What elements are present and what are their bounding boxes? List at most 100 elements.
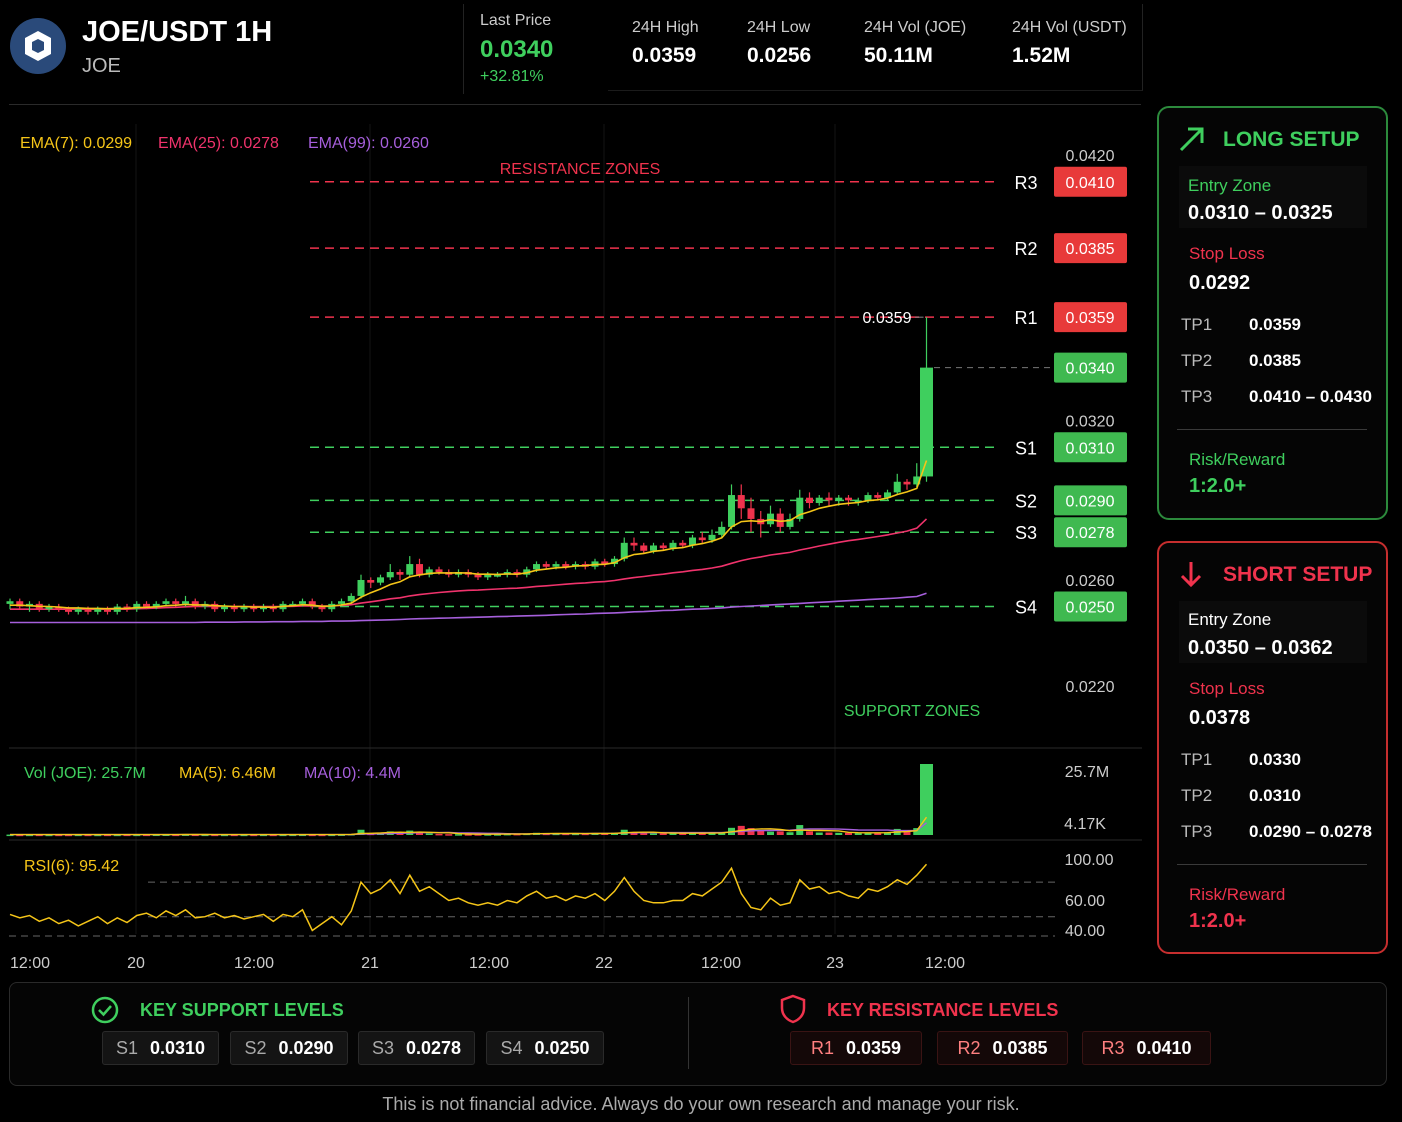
stat-value-vol-usdt: 1.52M xyxy=(1012,44,1071,67)
candle-body xyxy=(893,481,901,493)
volume-bar xyxy=(718,832,726,835)
shield-icon xyxy=(780,994,806,1024)
candle-body xyxy=(689,537,696,546)
candle-body xyxy=(347,595,355,602)
candle-body xyxy=(806,497,813,504)
volume-bar xyxy=(221,834,228,837)
volume-bar xyxy=(318,834,326,837)
volume-bar xyxy=(74,834,82,837)
candle-body xyxy=(172,601,180,604)
volume-bar xyxy=(747,828,755,835)
candle-body xyxy=(786,518,794,527)
level-tag-text-s4: 0.0250 xyxy=(1066,600,1115,617)
rsi-axis-tick: 100.00 xyxy=(1065,852,1114,869)
check-circle-icon xyxy=(91,996,119,1024)
long-tp2-value: 0.0385 xyxy=(1249,351,1301,370)
level-name-s4: S4 xyxy=(1015,598,1037,618)
time-axis-tick: 20 xyxy=(127,955,145,972)
long-stop-value: 0.0292 xyxy=(1189,272,1251,294)
level-tag-text-s2: 0.0290 xyxy=(1066,493,1115,510)
time-axis-tick: 23 xyxy=(826,955,844,972)
volume-bar xyxy=(240,834,248,837)
price-chart[interactable]: EMA(7): 0.0299 EMA(25): 0.0278 EMA(99): 0.… xyxy=(0,104,1148,980)
candle-body xyxy=(874,495,882,498)
time-axis-tick: 12:00 xyxy=(469,955,509,972)
stats-box xyxy=(608,4,1143,91)
volume-bar xyxy=(35,834,43,837)
volume-bar xyxy=(279,834,287,837)
candle-body xyxy=(640,545,648,551)
volume-bar xyxy=(289,834,297,837)
last-price-box xyxy=(463,4,594,94)
candle-body xyxy=(620,542,628,559)
chip-value: 0.0290 xyxy=(278,1037,334,1058)
short-entry-value: 0.0350 – 0.0362 xyxy=(1188,637,1333,659)
volume-bar xyxy=(757,830,765,835)
candle-body xyxy=(16,601,24,607)
candle-body xyxy=(562,564,570,567)
resistance-chip-r1: R1 0.0359 xyxy=(790,1031,922,1065)
volume-legend-2: MA(10): 4.4M xyxy=(304,765,401,782)
short-tp1-value: 0.0330 xyxy=(1249,750,1301,769)
short-stop-label: Stop Loss xyxy=(1189,679,1265,698)
volume-bar xyxy=(269,834,277,837)
resistance-zones-label: RESISTANCE ZONES xyxy=(500,161,661,178)
long-stop-label: Stop Loss xyxy=(1189,244,1265,263)
support-chip-s4: S4 0.0250 xyxy=(486,1031,604,1065)
ema7-line xyxy=(10,460,928,610)
chip-label: R2 xyxy=(957,1037,981,1058)
key-resistance-title: KEY RESISTANCE LEVELS xyxy=(827,1000,1059,1020)
last-price-label: Last Price xyxy=(480,12,552,29)
chip-value: 0.0385 xyxy=(992,1037,1048,1058)
volume-bar xyxy=(65,834,72,837)
support-chip-s1: S1 0.0310 xyxy=(102,1031,219,1065)
candle-body xyxy=(920,367,933,477)
volume-axis-tick: 25.7M xyxy=(1065,764,1109,781)
rsi-axis-tick: 60.00 xyxy=(1065,893,1105,910)
candle-body xyxy=(835,497,843,501)
volume-bar xyxy=(191,834,199,837)
candle-body xyxy=(796,497,804,519)
level-tag-r1 xyxy=(1054,302,1127,333)
long-setup-panel: LONG SETUP Entry Zone 0.0310 – 0.0325 St… xyxy=(1157,106,1388,520)
volume-bar xyxy=(815,832,823,835)
volume-bar xyxy=(425,833,433,835)
candle-body xyxy=(484,574,492,578)
candle-body xyxy=(698,537,706,541)
stat-value-low: 0.0256 xyxy=(747,44,812,67)
candle-body xyxy=(815,497,823,504)
long-tp3-value: 0.0410 – 0.0430 xyxy=(1249,387,1372,406)
candle-body xyxy=(338,601,345,604)
candle-body xyxy=(162,601,170,604)
last-price-tag xyxy=(1054,352,1127,383)
level-name-s1: S1 xyxy=(1015,438,1037,458)
short-entry-box xyxy=(1179,601,1367,663)
short-entry-label: Entry Zone xyxy=(1188,610,1272,629)
volume-bar xyxy=(211,834,219,837)
candle-body xyxy=(143,603,150,607)
chart-top-border xyxy=(9,104,1141,105)
volume-bar xyxy=(920,764,933,835)
stat-value-high: 0.0359 xyxy=(632,44,697,67)
volume-bar xyxy=(104,834,111,837)
volume-bar xyxy=(113,834,121,837)
chip-label: R3 xyxy=(1101,1037,1125,1058)
candle-body xyxy=(191,601,199,607)
volume-bar xyxy=(474,834,482,836)
chip-value: 0.0278 xyxy=(405,1037,462,1058)
candle-body xyxy=(884,492,891,498)
candle-body xyxy=(747,508,755,519)
stat-label-vol-joe: 24H Vol (JOE) xyxy=(864,19,967,36)
volume-bar xyxy=(396,833,404,835)
long-rr-label: Risk/Reward xyxy=(1189,450,1286,469)
time-axis-tick: 21 xyxy=(361,955,379,972)
level-name-s2: S2 xyxy=(1015,491,1037,511)
short-divider xyxy=(1177,864,1367,865)
base-asset: JOE xyxy=(82,55,121,77)
volume-bar xyxy=(494,834,501,836)
candle-body xyxy=(864,495,872,501)
time-axis-tick: 12:00 xyxy=(10,955,50,972)
candle-body xyxy=(435,569,443,573)
volume-bar xyxy=(835,832,843,835)
stat-label-vol-usdt: 24H Vol (USDT) xyxy=(1012,19,1127,36)
